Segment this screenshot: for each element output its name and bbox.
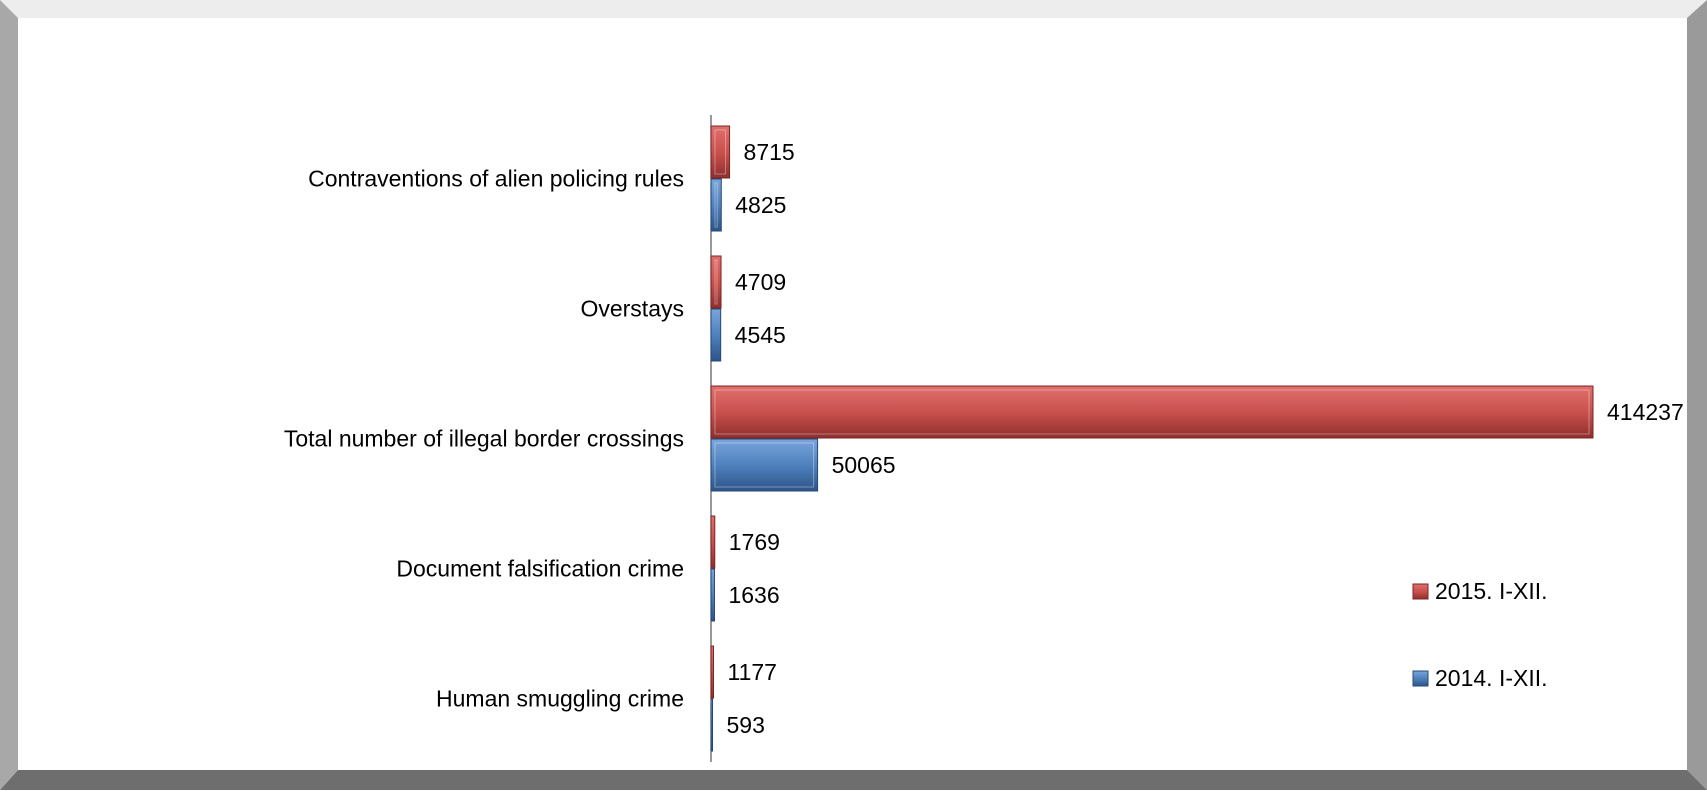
bar-2014-i-xii-total-number-of-illegal-border-crossings	[710, 438, 819, 492]
data-label-2014-i-xii-human-smuggling-crime: 593	[727, 712, 765, 738]
bar-bevel-2015-i-xii-overstays	[714, 259, 718, 305]
data-label-2014-i-xii-overstays: 4545	[735, 322, 786, 348]
bar-bevel-2015-i-xii-total-number-of-illegal-border-crossings	[714, 389, 1590, 435]
bar-2015-i-xii-total-number-of-illegal-border-crossings	[710, 385, 1594, 439]
bar-bevel-2014-i-xii-contraventions-of-alien-policing-rules	[714, 182, 718, 228]
category-label-human-smuggling-crime: Human smuggling crime	[436, 686, 684, 712]
data-label-2014-i-xii-total-number-of-illegal-border-crossings: 50065	[832, 452, 896, 478]
bar-2014-i-xii-contraventions-of-alien-policing-rules	[710, 178, 722, 232]
category-label-total-number-of-illegal-border-crossings: Total number of illegal border crossings	[284, 426, 684, 452]
category-label-overstays: Overstays	[580, 296, 684, 322]
legend-marker-2014-i-xii	[1412, 670, 1429, 687]
category-label-contraventions-of-alien-policing-rules: Contraventions of alien policing rules	[308, 166, 684, 192]
data-label-2015-i-xii-document-falsification-crime: 1769	[729, 529, 780, 555]
data-label-2015-i-xii-total-number-of-illegal-border-crossings: 414237	[1607, 399, 1684, 425]
data-label-2015-i-xii-contraventions-of-alien-policing-rules: 8715	[744, 139, 795, 165]
legend-label-2015-i-xii: 2015. I-XII.	[1435, 578, 1548, 604]
data-label-2015-i-xii-overstays: 4709	[735, 269, 786, 295]
data-label-2014-i-xii-contraventions-of-alien-policing-rules: 4825	[735, 192, 786, 218]
bar-2015-i-xii-human-smuggling-crime	[710, 645, 715, 699]
data-label-2014-i-xii-document-falsification-crime: 1636	[728, 582, 779, 608]
data-label-2015-i-xii-human-smuggling-crime: 1177	[728, 659, 777, 685]
legend-label-2014-i-xii: 2014. I-XII.	[1435, 665, 1548, 691]
category-label-document-falsification-crime: Document falsification crime	[396, 556, 684, 582]
bar-2015-i-xii-contraventions-of-alien-policing-rules	[710, 125, 731, 179]
bar-bevel-2014-i-xii-total-number-of-illegal-border-crossings	[714, 442, 815, 488]
bar-2015-i-xii-document-falsification-crime	[710, 515, 716, 569]
bar-2014-i-xii-document-falsification-crime	[710, 568, 715, 622]
legend-marker-2015-i-xii	[1412, 583, 1429, 600]
legend: 2015. I-XII. 2014. I-XII.	[1412, 578, 1548, 691]
bar-bevel-2015-i-xii-contraventions-of-alien-policing-rules	[714, 129, 727, 175]
bar-2014-i-xii-human-smuggling-crime	[710, 698, 713, 752]
bar-2014-i-xii-overstays	[710, 308, 722, 362]
bar-2015-i-xii-overstays	[710, 255, 722, 309]
